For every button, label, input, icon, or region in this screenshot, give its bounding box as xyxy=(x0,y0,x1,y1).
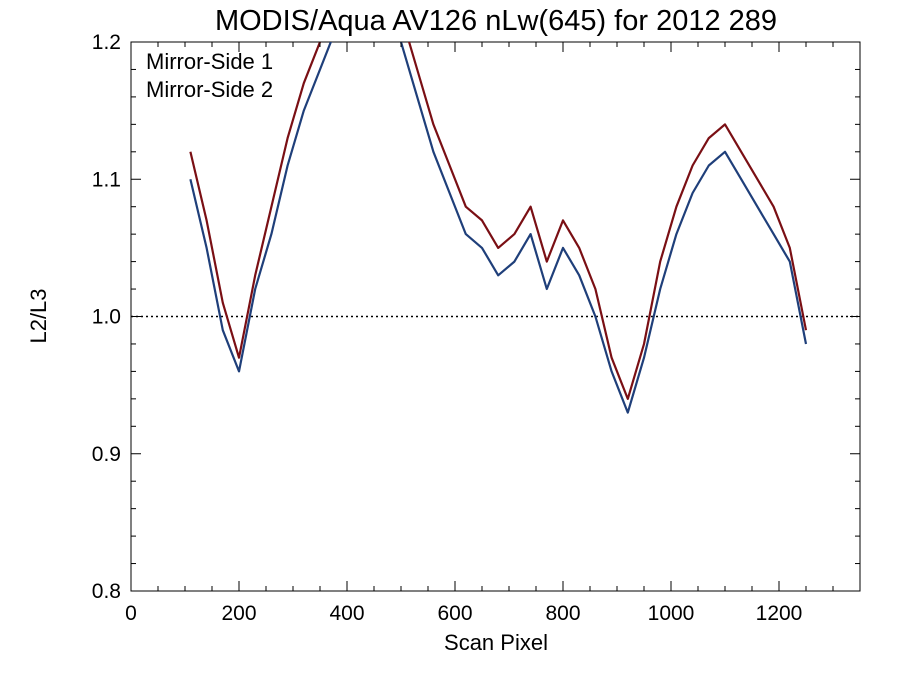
legend: Mirror-Side 1 Mirror-Side 2 xyxy=(146,49,273,102)
y-axis-label: L2/L3 xyxy=(26,288,51,343)
y-axis: 0.8 0.9 1.0 1.1 1.2 xyxy=(92,31,860,603)
x-tick-label-1200: 1200 xyxy=(756,602,803,625)
x-tick-label-200: 200 xyxy=(221,602,256,625)
y-tick-label-3: 1.1 xyxy=(92,168,121,191)
x-tick-label-800: 800 xyxy=(545,602,580,625)
x-tick-label-400: 400 xyxy=(329,602,364,625)
legend-label-mirror-side-2: Mirror-Side 2 xyxy=(146,77,273,102)
y-tick-label-2: 1.0 xyxy=(92,306,121,329)
series-line-2 xyxy=(189,42,808,400)
plot-area xyxy=(130,41,861,592)
y-tick-label-1: 0.9 xyxy=(92,443,121,466)
x-axis-label: Scan Pixel xyxy=(444,630,548,655)
series-line-1 xyxy=(189,42,808,414)
legend-label-mirror-side-1: Mirror-Side 1 xyxy=(146,49,273,74)
x-tick-label-1000: 1000 xyxy=(648,602,695,625)
x-tick-label-0: 0 xyxy=(125,602,137,625)
plot-frame xyxy=(130,41,861,592)
x-axis: 0 200 400 600 800 1000 1200 xyxy=(125,42,861,625)
y-tick-label-0: 0.8 xyxy=(92,580,121,603)
chart-title: MODIS/Aqua AV126 nLw(645) for 2012 289 xyxy=(215,5,777,37)
y-tick-label-4: 1.2 xyxy=(92,31,121,54)
x-tick-label-600: 600 xyxy=(437,602,472,625)
series-layer xyxy=(189,42,808,414)
